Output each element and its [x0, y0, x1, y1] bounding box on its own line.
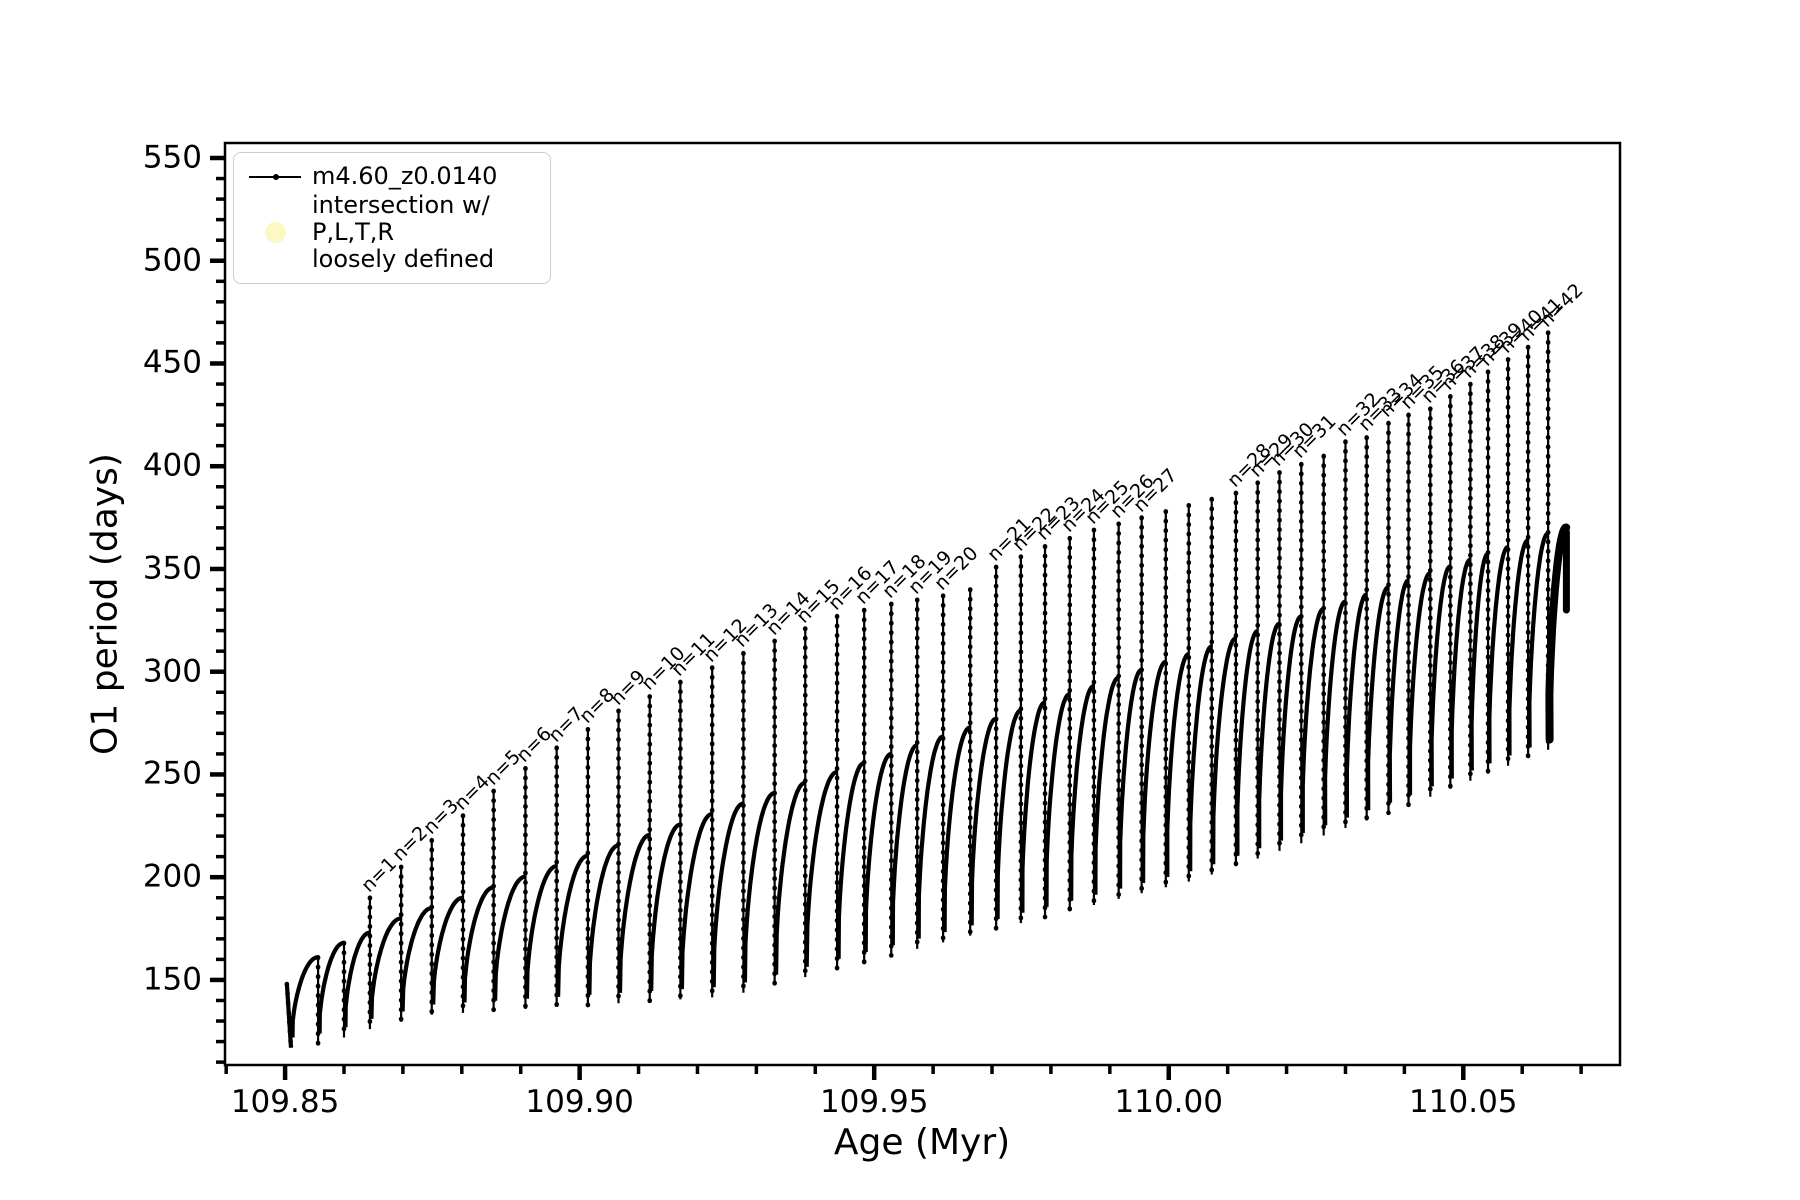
- x-tick-label: 109.85: [230, 1084, 340, 1120]
- y-tick-label: 550: [142, 139, 202, 176]
- curve-spike-markers: [284, 981, 294, 1051]
- legend: m4.60_z0.0140 intersection w/ P,L,T,R lo…: [233, 152, 551, 284]
- y-axis-label: O1 period (days): [84, 453, 126, 755]
- y-tick-label: 450: [142, 344, 202, 381]
- y-tick-label: 350: [142, 550, 202, 587]
- legend-intersection-label: intersection w/ P,L,T,R loosely defined: [312, 191, 495, 273]
- plot-frame: [223, 141, 1622, 1067]
- x-tick-label: 109.90: [525, 1084, 634, 1120]
- y-tick-label: 400: [142, 447, 202, 484]
- x-tick-label: 109.95: [819, 1084, 929, 1120]
- y-tick-label: 300: [142, 653, 202, 690]
- series-line-marker-icon: [244, 173, 306, 180]
- x-tick-label: 110.00: [1114, 1084, 1223, 1120]
- y-tick-label: 150: [142, 961, 202, 998]
- x-axis-label: Age (Myr): [833, 1122, 1011, 1163]
- y-tick-label: 500: [142, 242, 202, 279]
- legend-series-label: m4.60_z0.0140: [312, 162, 498, 190]
- legend-entry-series: m4.60_z0.0140: [244, 163, 536, 190]
- y-tick-label: 200: [142, 858, 202, 895]
- curve-arcs: [284, 531, 1550, 1048]
- legend-entry-intersection: intersection w/ P,L,T,R loosely defined: [244, 192, 536, 273]
- y-tick-label: 250: [142, 755, 202, 792]
- intersection-circle-icon: [244, 222, 306, 243]
- x-tick-label: 110.05: [1409, 1084, 1518, 1120]
